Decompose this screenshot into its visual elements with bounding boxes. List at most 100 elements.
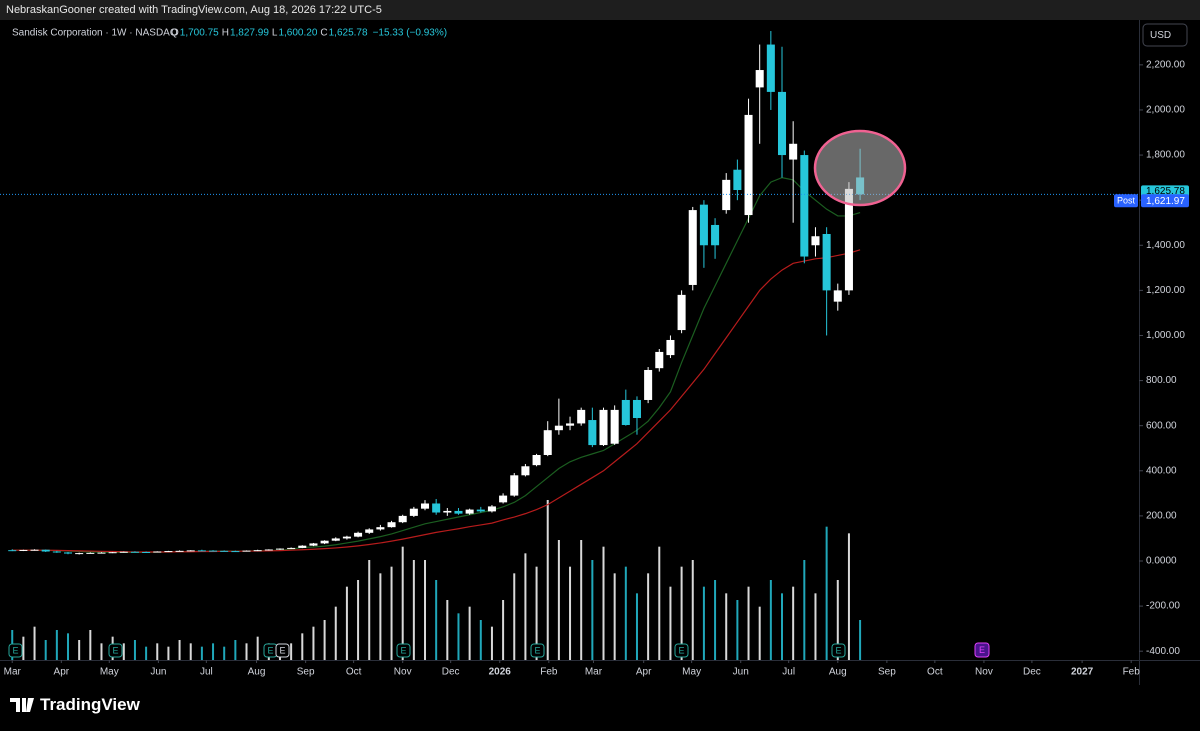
candle-body [398, 515, 407, 523]
x-tick-label: Jul [200, 667, 213, 678]
earnings-marker[interactable]: E [831, 643, 846, 658]
candle-body [811, 236, 820, 246]
candle-body [86, 552, 95, 554]
volume-bar [535, 566, 538, 660]
x-tick-label: Nov [975, 667, 993, 678]
volume-bar [859, 620, 862, 660]
volume-bar [55, 630, 58, 660]
earnings-marker[interactable]: E [396, 643, 411, 658]
brand: TradingView [10, 695, 140, 715]
marker-label: E [12, 645, 18, 655]
candle-body [510, 475, 519, 496]
candle-body [342, 536, 351, 539]
volume-bar [513, 573, 516, 660]
caption-bar: NebraskanGooner created with TradingView… [0, 0, 1200, 20]
earnings-marker[interactable]: E [263, 643, 278, 658]
marker-label: E [835, 645, 841, 655]
x-tick-label: Dec [1023, 667, 1041, 678]
candle-body [800, 155, 809, 257]
x-tick-label: Dec [442, 667, 460, 678]
volume-bar [379, 573, 382, 660]
candle-body [197, 550, 206, 552]
volume-bar [702, 586, 705, 660]
candle-body [298, 545, 307, 548]
volume-bar [557, 540, 560, 660]
candle-body [97, 552, 106, 554]
volume-bar [825, 526, 828, 660]
legend: Sandisk Corporation · 1W · NASDAQ O 1,700… [12, 28, 447, 39]
candle-body [376, 527, 385, 530]
volume-bar [591, 560, 594, 660]
last-price-label: 1,625.78 [1146, 186, 1185, 197]
marker-label: E [279, 645, 285, 655]
candle-body [699, 204, 708, 246]
candle-body [621, 399, 630, 426]
x-tick-label: Jun [150, 667, 166, 678]
brand-name: TradingView [40, 695, 140, 714]
symbol: Sandisk Corporation · 1W · NASDAQ [12, 28, 178, 39]
candle-body [789, 143, 798, 160]
volume-bar [401, 546, 404, 660]
earnings-markers: E E E E E E E E E [8, 642, 990, 658]
candle-body [577, 409, 586, 424]
ohlc-key: C [320, 28, 327, 39]
x-tick-label: Aug [248, 667, 266, 678]
candle-body [231, 551, 240, 553]
candle-body [75, 553, 84, 555]
earnings-marker[interactable]: E [8, 643, 23, 658]
volume-bar [580, 540, 583, 660]
candle-body [420, 503, 430, 509]
volume-bar [669, 586, 672, 660]
candle-body [833, 290, 842, 302]
candle-body [554, 425, 563, 431]
candle-body [309, 543, 318, 546]
y-tick-label: 1,800.00 [1146, 150, 1185, 161]
volume-bar [290, 643, 293, 660]
volume-bar [189, 643, 192, 660]
volume-bar [100, 643, 103, 660]
candle-body [543, 430, 552, 456]
x-tick-label: Apr [636, 667, 652, 678]
candle-body [432, 503, 441, 513]
y-tick-label: 2,000.00 [1146, 105, 1185, 116]
ohlc-key: H [222, 28, 229, 39]
candle-body [532, 455, 541, 466]
volume-bar [490, 626, 493, 660]
candle-body [755, 70, 764, 88]
ohlc-value: 1,827.99 [230, 28, 269, 39]
currency-button[interactable] [1142, 23, 1188, 47]
candle-body [52, 551, 61, 553]
earnings-marker[interactable]: E [530, 643, 545, 658]
candle-body [8, 550, 17, 552]
x-tick-label: Mar [4, 667, 22, 678]
candle-body [331, 538, 340, 541]
y-tick-label: -200.00 [1146, 601, 1180, 612]
candle-body [19, 549, 28, 551]
moving-average [12, 176, 861, 554]
candle-body [744, 114, 753, 216]
earnings-marker[interactable]: E [275, 643, 290, 658]
y-tick-label: 400.00 [1146, 465, 1177, 476]
candle-body [822, 233, 831, 291]
earnings-marker[interactable]: E [674, 643, 689, 658]
volume-bar [758, 606, 761, 660]
y-tick-label: -400.00 [1146, 646, 1180, 657]
candle-body [220, 550, 229, 552]
volume-bar [736, 600, 739, 660]
candle-body [476, 509, 485, 512]
earnings-marker[interactable]: E [974, 642, 990, 658]
volume-bar [457, 613, 460, 660]
post-price-label: 1,621.97 [1146, 196, 1185, 207]
volume-bar [502, 600, 505, 660]
volume-bar [44, 640, 47, 660]
volume-bar [602, 546, 605, 660]
candle-body [454, 510, 463, 514]
candle-body [599, 409, 608, 446]
candle-body [766, 44, 775, 92]
ohlc-value: 1,600.20 [278, 28, 317, 39]
volume-bar [78, 640, 81, 660]
earnings-marker[interactable]: E [108, 643, 123, 658]
volume-bar [769, 580, 772, 660]
candle-body [465, 509, 474, 514]
candle-body [733, 169, 742, 191]
